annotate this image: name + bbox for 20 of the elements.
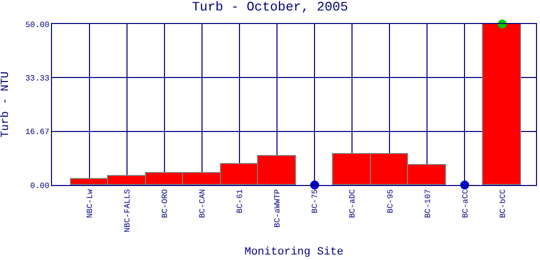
y-tick-label: 0.00 [30, 182, 50, 191]
bar [482, 24, 521, 185]
x-tick-label: BC-107 [424, 189, 433, 218]
x-tick-label: NBC-FALLS [124, 189, 133, 232]
x-tick-label: BC-61 [236, 189, 246, 214]
x-tick-label: BC-bCC [498, 189, 508, 218]
x-tick-label: BC-CAN [198, 189, 208, 218]
x-tick-label: BC-aCC [461, 189, 470, 218]
chart-title: Turb - October, 2005 [192, 0, 348, 14]
x-axis-title: Monitoring Site [244, 246, 344, 259]
y-tick-label: 33.33 [25, 74, 50, 84]
x-tick-label: BC-aWWTP [274, 189, 283, 228]
x-tick-label: BC-75 [311, 189, 320, 214]
x-tick-label: BC-ORO [161, 189, 170, 218]
x-tick-label: BC-95 [386, 189, 396, 214]
y-tick-label: 16.67 [25, 128, 50, 138]
y-axis-title: Turb - NTU [0, 71, 12, 138]
x-tick-label: NBC-Lw [86, 189, 96, 218]
y-tick-label: 50.00 [25, 20, 50, 30]
x-tick-label: BC-aDC [348, 189, 358, 218]
